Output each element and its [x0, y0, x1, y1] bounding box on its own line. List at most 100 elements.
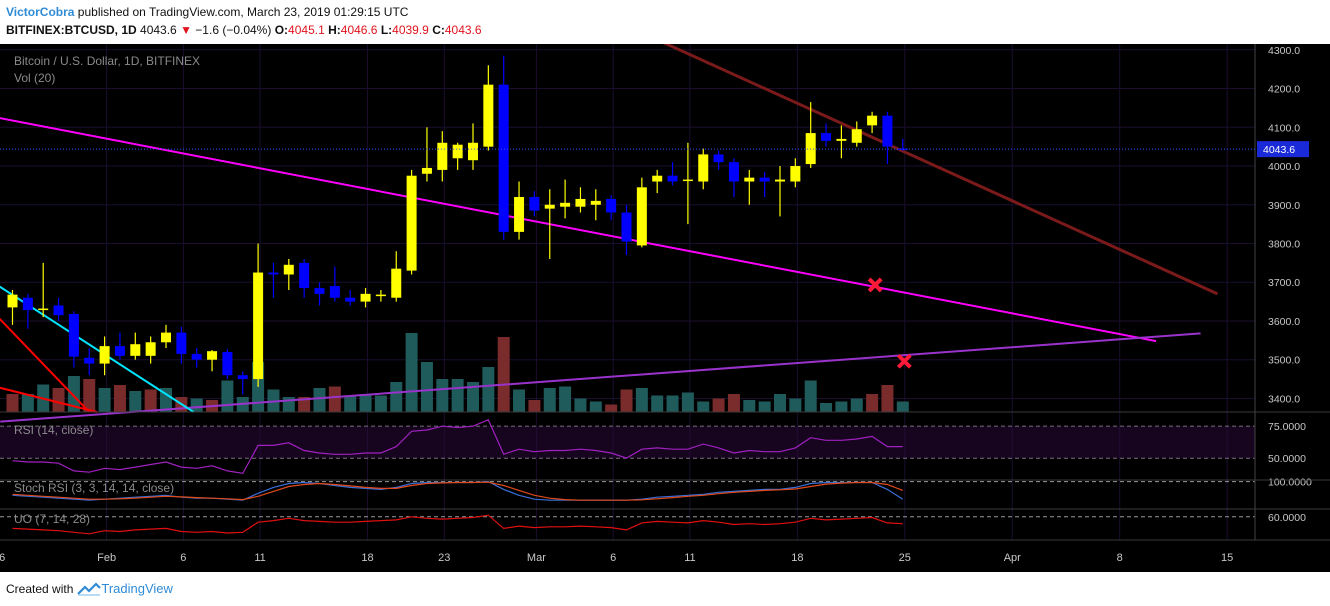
symbol-label: BITFINEX:BTCUSD, 1D: [6, 23, 137, 37]
close-label: C:: [432, 23, 445, 37]
low-label: L:: [380, 23, 393, 37]
volume-bar: [98, 388, 111, 412]
chart-background: [0, 44, 1330, 572]
x-marker-stroke: [867, 277, 883, 293]
candle: [544, 189, 555, 259]
volume-bar: [359, 394, 372, 412]
candle: [498, 55, 509, 240]
candle-body: [606, 198, 617, 213]
volume-bar: [420, 362, 433, 412]
candle-body: [805, 133, 816, 165]
candle: [207, 350, 218, 372]
uo-level-label: 60.0000: [1268, 512, 1306, 524]
last-price-label: 4043.6: [1263, 144, 1295, 156]
candle-body: [222, 351, 233, 376]
date-tick-label: 25: [899, 552, 911, 564]
candle: [652, 169, 663, 194]
date-tick-label: 11: [684, 552, 695, 564]
author-link[interactable]: VictorCobra: [6, 5, 75, 19]
candle-body: [22, 297, 33, 311]
price-tick-label: 3900.0: [1268, 200, 1300, 212]
candle: [713, 150, 724, 170]
volume-bar: [436, 379, 449, 412]
volume-bar: [528, 400, 541, 412]
rsi-level-label: 50.0000: [1268, 453, 1306, 465]
candle-body: [529, 197, 540, 211]
candle-body: [514, 197, 525, 232]
candle: [191, 348, 202, 368]
candles: [7, 55, 908, 395]
trendline-brown-descending: [662, 44, 1219, 296]
candle: [851, 121, 862, 147]
publish-header: VictorCobra published on TradingView.com…: [6, 5, 408, 20]
volume-bar: [666, 395, 679, 412]
candle-body: [682, 179, 693, 182]
candle-body: [621, 212, 632, 242]
price-tick-label: 3800.0: [1268, 238, 1300, 250]
trendlines[interactable]: [0, 44, 1219, 423]
tradingview-brand[interactable]: TradingView: [77, 581, 173, 596]
candle: [790, 158, 801, 188]
volume-bar: [497, 337, 510, 412]
candle-body: [421, 167, 432, 174]
price-tick-label: 3400.0: [1268, 393, 1300, 405]
candle-body: [191, 353, 202, 360]
candle: [345, 289, 356, 306]
candle-body: [652, 175, 663, 182]
candle-body: [790, 166, 801, 182]
volume-bar: [129, 391, 142, 412]
rsi-level-label: 75.0000: [1268, 421, 1306, 433]
candle: [222, 348, 233, 380]
candle: [7, 289, 18, 325]
candle: [728, 158, 739, 198]
rsi-label: RSI (14, close): [14, 423, 93, 437]
candle: [897, 138, 908, 151]
open-value: 4045.1: [288, 23, 325, 37]
close-value: 4043.6: [444, 23, 482, 37]
price-tick-label: 4200.0: [1268, 84, 1300, 96]
candle: [744, 169, 755, 205]
candle-body: [437, 142, 448, 170]
date-tick-label: 18: [791, 552, 803, 564]
candle: [636, 177, 647, 248]
candle-body: [590, 200, 601, 205]
price-chart[interactable]: 75.0000 50.0000 100.0000 60.0000 4300.0 4200…: [0, 44, 1330, 572]
candle: [99, 336, 110, 376]
candle: [805, 102, 816, 168]
price-tick-label: 3600.0: [1268, 316, 1300, 328]
candle-body: [130, 344, 141, 356]
candle-body: [145, 342, 156, 356]
candle-body: [253, 272, 264, 380]
volume-bar: [113, 385, 126, 412]
down-arrow-icon: ▼: [180, 23, 192, 37]
volume-bar: [758, 401, 771, 412]
stoch-label: Stoch RSI (3, 3, 14, 14, close): [14, 481, 174, 495]
candle-body: [68, 313, 79, 357]
candle-body: [897, 148, 908, 151]
last-price-tag: [1257, 141, 1309, 158]
indicator-panels: 75.0000 50.0000 100.0000 60.0000: [0, 419, 1312, 535]
volume-bar: [298, 397, 311, 412]
volume-bar: [190, 398, 203, 412]
trendline-magenta-descending: [0, 117, 1157, 343]
candle: [329, 266, 340, 302]
rsi-band: [0, 426, 1255, 459]
candle: [406, 169, 417, 275]
volume-bar: [559, 386, 572, 412]
candle: [468, 123, 478, 170]
candle-body: [7, 294, 18, 308]
published-text: published on TradingView.com, March 23, …: [74, 5, 409, 19]
candle-body: [452, 144, 463, 159]
candle-body: [329, 286, 340, 298]
high-value: 4046.6: [340, 23, 378, 37]
candle: [176, 326, 187, 364]
chart-title: Bitcoin / U.S. Dollar, 1D, BITFINEX: [14, 54, 200, 68]
candle: [682, 142, 693, 225]
candle-body: [698, 154, 709, 182]
candle: [391, 251, 402, 302]
candle: [667, 162, 678, 186]
candle-body: [821, 133, 832, 141]
candle: [130, 332, 141, 360]
volume-bar: [635, 388, 648, 412]
candle-body: [468, 142, 478, 161]
